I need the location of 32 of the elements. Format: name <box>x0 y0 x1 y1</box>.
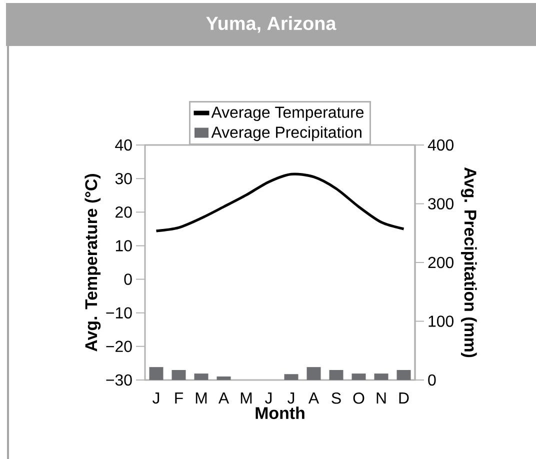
y-tick-label: 40 <box>115 139 132 151</box>
x-tick-label: N <box>376 392 386 404</box>
x-tick-label: M <box>240 392 252 404</box>
x-tick-label: J <box>152 392 160 404</box>
y-tick-label: 10 <box>116 240 132 252</box>
x-tick-label: F <box>175 392 183 404</box>
x-tick-label: M <box>196 392 207 404</box>
y2-tick-label: 0 <box>428 374 436 386</box>
x-axis-title: Month <box>256 406 304 420</box>
x-tick-label: J <box>288 392 294 404</box>
x-tick-label: A <box>308 392 320 404</box>
y2-tick-label: 200 <box>428 256 454 268</box>
y2-tick-label: 100 <box>428 316 454 327</box>
y2-tick-label: 400 <box>428 139 454 151</box>
y-tick-label: −30 <box>106 374 132 386</box>
y-tick-label: 20 <box>116 206 132 218</box>
legend-label: Average Precipitation <box>211 126 362 142</box>
x-tick-label: S <box>332 392 341 404</box>
y-tick-label: −20 <box>106 340 132 352</box>
x-tick-label: O <box>353 392 364 404</box>
line-series <box>154 172 406 232</box>
y-tick-label: −10 <box>106 307 132 318</box>
legend-label: Average Temperature <box>211 106 364 122</box>
x-tick-label: D <box>399 392 409 404</box>
x-tick-label: J <box>265 392 272 404</box>
y-tick-label: 30 <box>115 172 132 184</box>
y2-tick-label: 300 <box>428 198 454 210</box>
x-tick-label: A <box>218 392 230 404</box>
chart-title: Yuma, Arizona <box>206 16 336 33</box>
y-axis-title: Avg. Temperature (°C) <box>84 174 101 352</box>
y-tick-label: 0 <box>124 274 132 285</box>
y2-axis-title: Avg. Precipitation (mm) <box>460 167 477 358</box>
